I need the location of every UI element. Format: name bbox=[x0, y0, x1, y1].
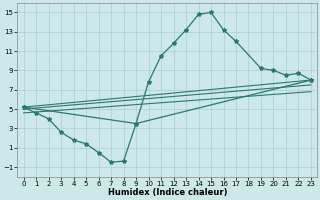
X-axis label: Humidex (Indice chaleur): Humidex (Indice chaleur) bbox=[108, 188, 227, 197]
